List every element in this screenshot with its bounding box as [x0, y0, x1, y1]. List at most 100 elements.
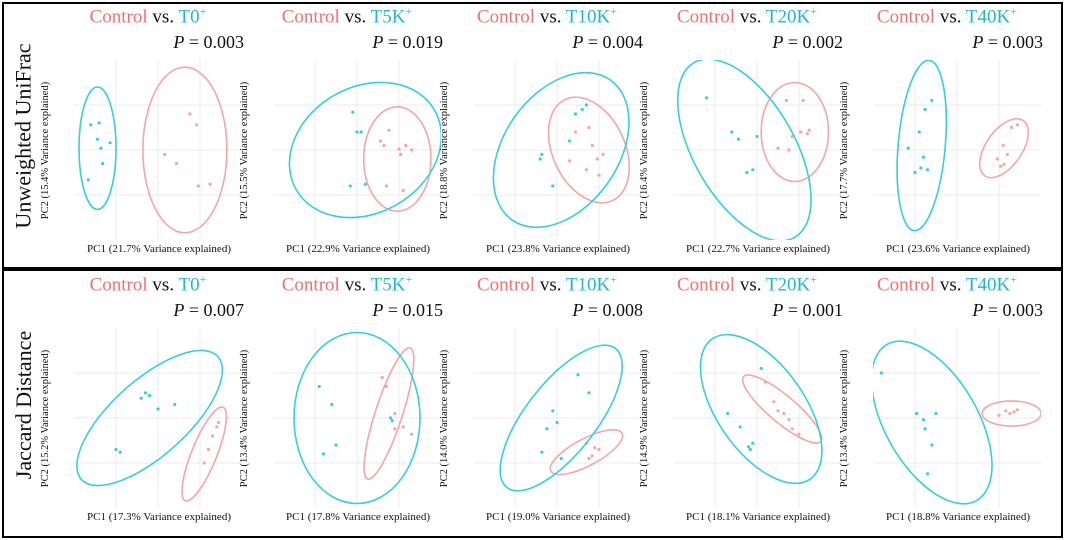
- pcoa-panel: Control vs. T10K+ P = 0.004 PC2 (18.8% Var…: [440, 4, 647, 266]
- control-confidence-ellipse: [978, 118, 1030, 179]
- control-label: Control: [281, 274, 340, 296]
- treatment-label: T5K: [370, 6, 406, 28]
- control-point: [206, 447, 210, 452]
- treatment-point: [930, 98, 934, 103]
- p-number: = 0.004: [587, 32, 643, 52]
- treatment-point: [915, 411, 919, 416]
- treatment-point: [359, 130, 363, 134]
- treatment-point: [930, 443, 934, 447]
- control-point: [1008, 411, 1012, 416]
- p-label: P: [972, 300, 984, 320]
- plot-area: [473, 60, 641, 240]
- treatment-point: [580, 107, 584, 112]
- x-axis-label: PC1 (18.1% Variance explained): [686, 511, 830, 523]
- scatter-svg: [74, 328, 242, 508]
- treatment-point: [919, 166, 923, 170]
- panel-title: Control vs. T10K+: [447, 272, 647, 296]
- treatment-point: [97, 121, 101, 125]
- y-axis-label-text: PC2 (13.4% Variance explained): [239, 349, 251, 487]
- y-axis-label: PC2 (13.4% Variance explained): [838, 328, 852, 508]
- panel-title: Control vs. T5K+: [247, 4, 447, 28]
- treatment-superscript: +: [1010, 4, 1017, 18]
- plot-area: [873, 60, 1041, 240]
- control-point: [805, 132, 809, 136]
- panel-title: Control vs. T40K+: [847, 4, 1047, 28]
- treatment-point: [363, 182, 367, 186]
- plot-area: [74, 328, 242, 508]
- control-point: [801, 98, 805, 103]
- y-axis-label: PC2 (15.4% Variance explained): [39, 60, 53, 240]
- control-point: [1001, 143, 1005, 148]
- control-label: Control: [477, 274, 536, 296]
- control-point: [587, 456, 591, 461]
- treatment-label: T40K: [965, 6, 1011, 28]
- control-point: [573, 130, 578, 134]
- treatment-superscript: +: [610, 4, 617, 18]
- treatment-point: [551, 184, 555, 188]
- control-point: [202, 461, 206, 465]
- treatment-label: T5K: [370, 274, 406, 296]
- control-point: [382, 143, 386, 148]
- control-point: [595, 157, 599, 161]
- treatment-point: [555, 420, 559, 425]
- treatment-superscript: +: [810, 272, 817, 286]
- x-axis-label: PC1 (21.7% Variance explained): [87, 243, 231, 255]
- panel-title: Control vs. T10K+: [447, 4, 647, 28]
- control-point: [776, 409, 780, 413]
- treatment-point: [156, 407, 160, 411]
- control-point: [997, 413, 1001, 417]
- control-point: [384, 384, 388, 389]
- pcoa-panel: Control vs. T5K+ P = 0.015 PC2 (13.4% Vari…: [240, 272, 447, 534]
- control-point: [787, 418, 791, 422]
- treatment-point: [348, 184, 352, 188]
- control-point: [1002, 162, 1006, 166]
- p-label: P: [173, 300, 185, 320]
- control-point: [397, 147, 401, 151]
- control-point: [999, 164, 1003, 168]
- control-label: Control: [477, 6, 536, 28]
- control-point: [195, 123, 199, 127]
- control-point: [393, 411, 397, 416]
- treatment-point: [755, 134, 759, 139]
- pcoa-panel: Control vs. T5K+ P = 0.019 PC2 (15.5% Vari…: [240, 4, 447, 266]
- y-axis-label-text: PC2 (14.9% Variance explained): [639, 349, 651, 487]
- panel-title: Control vs. T20K+: [647, 272, 847, 296]
- p-label: P: [772, 300, 784, 320]
- treatment-point: [736, 137, 741, 141]
- treatment-point: [751, 168, 755, 172]
- y-axis-label-text: PC2 (13.4% Variance explained): [839, 349, 851, 487]
- treatment-point: [573, 112, 578, 116]
- control-confidence-ellipse: [181, 406, 228, 502]
- control-point: [410, 432, 414, 436]
- treatment-point: [551, 409, 555, 413]
- vs-label: vs.: [152, 6, 175, 28]
- scatter-svg: [673, 328, 841, 508]
- plot-area: [273, 328, 441, 508]
- treatment-confidence-ellipse: [699, 333, 823, 485]
- pcoa-panel: Control vs. T20K+ P = 0.002 PC2 (16.4% Var…: [640, 4, 847, 266]
- p-number: = 0.007: [188, 300, 244, 320]
- control-confidence-ellipse: [547, 96, 631, 204]
- y-axis-label-text: PC2 (15.5% Variance explained): [239, 81, 251, 219]
- y-axis-label-text: PC2 (17.7% Variance explained): [839, 81, 851, 219]
- treatment-point: [906, 146, 910, 150]
- p-value: P = 0.019: [372, 32, 443, 53]
- control-point: [584, 168, 588, 172]
- control-point: [776, 146, 780, 150]
- treatment-point: [143, 391, 147, 395]
- p-value: P = 0.003: [972, 32, 1043, 53]
- p-label: P: [572, 300, 584, 320]
- scatter-svg: [473, 328, 641, 508]
- treatment-point: [173, 402, 177, 407]
- treatment-point: [748, 447, 752, 452]
- control-point: [590, 454, 594, 458]
- treatment-label: T40K: [965, 274, 1011, 296]
- control-point: [787, 148, 791, 152]
- control-point: [772, 400, 776, 404]
- treatment-point: [926, 168, 930, 172]
- treatment-point: [926, 472, 930, 476]
- treatment-point: [745, 170, 749, 175]
- treatment-point: [759, 366, 763, 371]
- treatment-point: [330, 402, 334, 407]
